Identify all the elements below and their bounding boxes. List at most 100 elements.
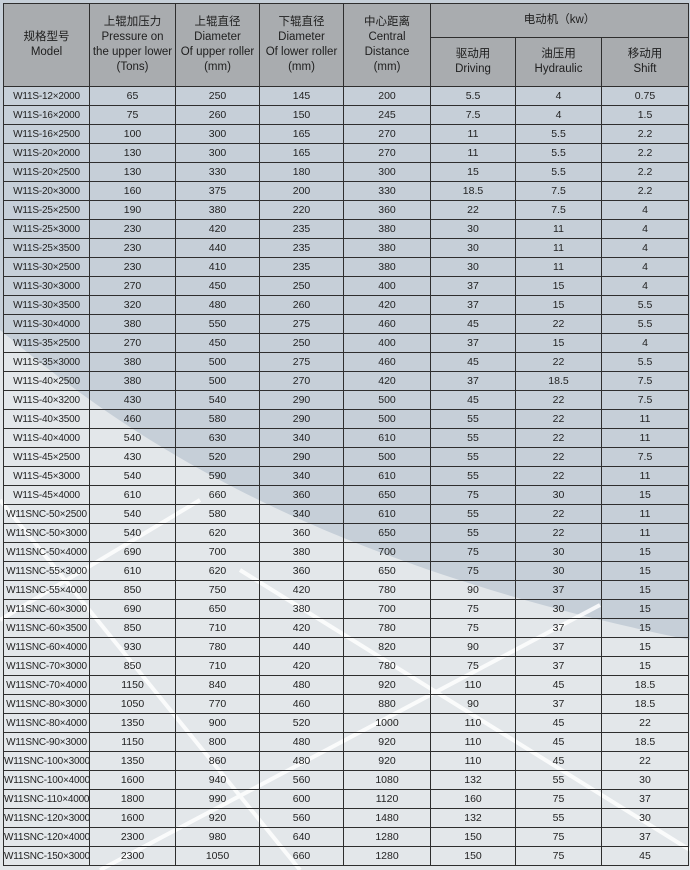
cell-driving-power: 22 <box>430 200 516 220</box>
cell-pressure: 430 <box>89 390 176 410</box>
cell-pressure: 850 <box>89 656 176 676</box>
cell-driving-power: 75 <box>430 656 516 676</box>
cell-model: W11SNC-60×4000 <box>3 637 90 657</box>
cell-lower-roller-diameter: 150 <box>259 105 344 125</box>
cell-hydraulic-power: 22 <box>515 523 602 543</box>
cell-shift-power: 7.5 <box>601 390 689 410</box>
cell-upper-roller-diameter: 660 <box>175 485 260 505</box>
cell-model: W11S-20×2000 <box>3 143 90 163</box>
table-row: W11S-30×3000 270 450 250 400 37 15 4 <box>3 276 689 296</box>
cell-central-distance: 460 <box>343 314 431 334</box>
cell-hydraulic-power: 11 <box>515 238 602 258</box>
cell-lower-roller-diameter: 145 <box>259 86 344 106</box>
cell-upper-roller-diameter: 630 <box>175 428 260 448</box>
cell-shift-power: 15 <box>601 580 689 600</box>
table-row: W11S-35×2500 270 450 250 400 37 15 4 <box>3 333 689 353</box>
cell-central-distance: 380 <box>343 257 431 277</box>
cell-upper-roller-diameter: 440 <box>175 238 260 258</box>
table-row: W11S-12×2000 65 250 145 200 5.5 4 0.75 <box>3 86 689 106</box>
cell-lower-roller-diameter: 180 <box>259 162 344 182</box>
cell-upper-roller-diameter: 940 <box>175 770 260 790</box>
cell-driving-power: 18.5 <box>430 181 516 201</box>
cell-hydraulic-power: 7.5 <box>515 200 602 220</box>
cell-lower-roller-diameter: 290 <box>259 447 344 467</box>
cell-model: W11SNC-60×3500 <box>3 618 90 638</box>
cell-central-distance: 650 <box>343 561 431 581</box>
table-row: W11S-20×2000 130 300 165 270 11 5.5 2.2 <box>3 143 689 163</box>
cell-shift-power: 11 <box>601 466 689 486</box>
cell-pressure: 850 <box>89 618 176 638</box>
cell-shift-power: 18.5 <box>601 732 689 752</box>
table-row: W11SNC-50×4000 690 700 380 700 75 30 15 <box>3 542 689 562</box>
cell-hydraulic-power: 22 <box>515 409 602 429</box>
cell-driving-power: 75 <box>430 542 516 562</box>
cell-lower-roller-diameter: 480 <box>259 675 344 695</box>
cell-driving-power: 150 <box>430 827 516 847</box>
cell-driving-power: 11 <box>430 143 516 163</box>
cell-lower-roller-diameter: 660 <box>259 846 344 866</box>
cell-shift-power: 4 <box>601 219 689 239</box>
cell-central-distance: 1000 <box>343 713 431 733</box>
cell-shift-power: 4 <box>601 200 689 220</box>
cell-shift-power: 37 <box>601 789 689 809</box>
cell-hydraulic-power: 4 <box>515 86 602 106</box>
cell-upper-roller-diameter: 700 <box>175 542 260 562</box>
cell-pressure: 130 <box>89 143 176 163</box>
cell-model: W11SNC-55×3000 <box>3 561 90 581</box>
table-row: W11S-40×3500 460 580 290 500 55 22 11 <box>3 409 689 429</box>
cell-hydraulic-power: 15 <box>515 276 602 296</box>
header-driving: 驱动用 Driving <box>430 37 516 87</box>
cell-driving-power: 7.5 <box>430 105 516 125</box>
cell-shift-power: 11 <box>601 523 689 543</box>
cell-central-distance: 920 <box>343 751 431 771</box>
cell-model: W11SNC-100×3000 <box>3 751 90 771</box>
cell-hydraulic-power: 30 <box>515 561 602 581</box>
cell-central-distance: 420 <box>343 295 431 315</box>
cell-central-distance: 300 <box>343 162 431 182</box>
cell-central-distance: 380 <box>343 238 431 258</box>
cell-model: W11SNC-70×3000 <box>3 656 90 676</box>
cell-lower-roller-diameter: 420 <box>259 618 344 638</box>
cell-central-distance: 610 <box>343 466 431 486</box>
cell-model: W11S-30×3500 <box>3 295 90 315</box>
cell-model: W11SNC-60×3000 <box>3 599 90 619</box>
cell-lower-roller-diameter: 235 <box>259 257 344 277</box>
cell-driving-power: 55 <box>430 428 516 448</box>
cell-pressure: 1150 <box>89 675 176 695</box>
cell-upper-roller-diameter: 800 <box>175 732 260 752</box>
cell-upper-roller-diameter: 590 <box>175 466 260 486</box>
cell-lower-roller-diameter: 420 <box>259 580 344 600</box>
cell-lower-roller-diameter: 380 <box>259 599 344 619</box>
cell-lower-roller-diameter: 260 <box>259 295 344 315</box>
cell-shift-power: 0.75 <box>601 86 689 106</box>
cell-shift-power: 4 <box>601 238 689 258</box>
cell-central-distance: 1080 <box>343 770 431 790</box>
cell-shift-power: 15 <box>601 656 689 676</box>
cell-pressure: 850 <box>89 580 176 600</box>
cell-upper-roller-diameter: 780 <box>175 637 260 657</box>
cell-central-distance: 700 <box>343 599 431 619</box>
cell-model: W11SNC-80×4000 <box>3 713 90 733</box>
cell-model: W11SNC-80×3000 <box>3 694 90 714</box>
cell-upper-roller-diameter: 750 <box>175 580 260 600</box>
cell-model: W11SNC-120×4000 <box>3 827 90 847</box>
table-row: W11S-40×4000 540 630 340 610 55 22 11 <box>3 428 689 448</box>
cell-pressure: 230 <box>89 257 176 277</box>
cell-hydraulic-power: 75 <box>515 789 602 809</box>
cell-pressure: 1600 <box>89 808 176 828</box>
cell-pressure: 690 <box>89 599 176 619</box>
cell-upper-roller-diameter: 980 <box>175 827 260 847</box>
cell-hydraulic-power: 5.5 <box>515 143 602 163</box>
cell-pressure: 540 <box>89 523 176 543</box>
table-row: W11SNC-90×3000 1150 800 480 920 110 45 18.5 <box>3 732 689 752</box>
cell-driving-power: 75 <box>430 618 516 638</box>
cell-hydraulic-power: 22 <box>515 466 602 486</box>
cell-pressure: 270 <box>89 333 176 353</box>
cell-central-distance: 1120 <box>343 789 431 809</box>
cell-driving-power: 75 <box>430 485 516 505</box>
cell-shift-power: 5.5 <box>601 314 689 334</box>
cell-pressure: 610 <box>89 485 176 505</box>
cell-shift-power: 1.5 <box>601 105 689 125</box>
cell-pressure: 65 <box>89 86 176 106</box>
cell-upper-roller-diameter: 480 <box>175 295 260 315</box>
